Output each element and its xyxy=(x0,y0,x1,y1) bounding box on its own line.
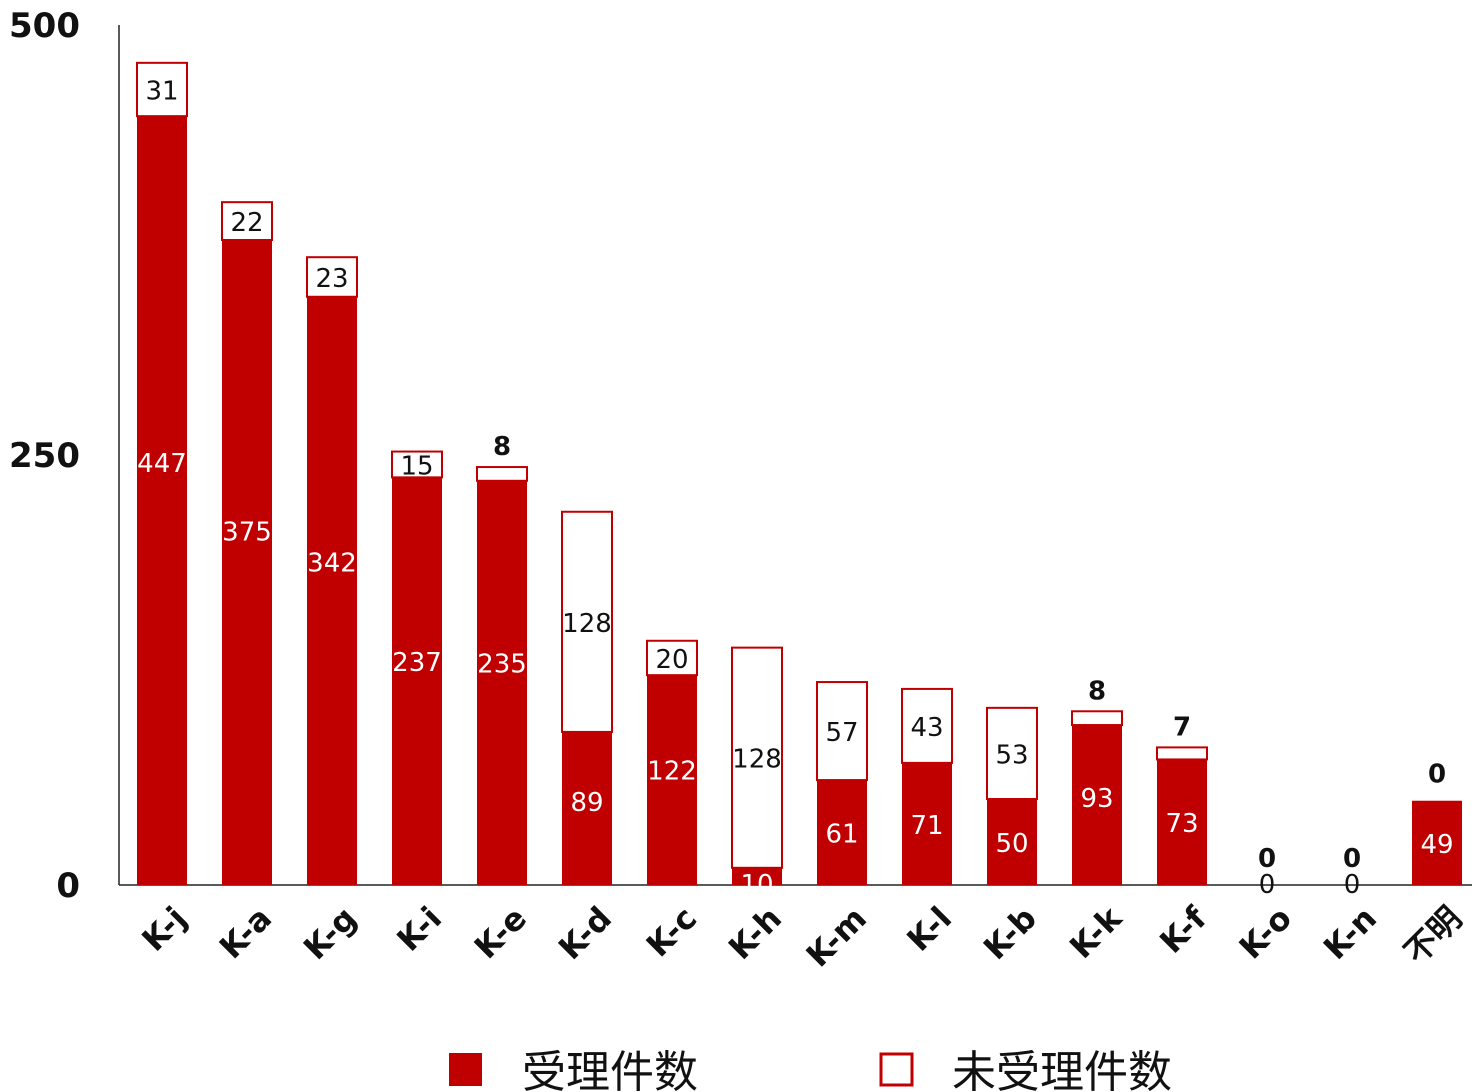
bar-accepted xyxy=(137,116,187,885)
legend-label-accepted: 受理件数 xyxy=(522,1047,698,1092)
bar-accepted xyxy=(902,762,952,885)
data-label-accepted: 122 xyxy=(647,757,697,787)
x-tick-label: K-m xyxy=(799,899,874,974)
x-tick-label: K-j xyxy=(134,899,194,959)
bar-accepted xyxy=(477,480,527,885)
bars: 447 31 375 22 342 23 237 15 235 8 89 128 122 20 10 128 6… xyxy=(136,61,1462,900)
x-tick-label: K-a xyxy=(212,899,279,966)
data-label-accepted: 71 xyxy=(910,811,943,841)
data-label-not-accepted: 0 xyxy=(1343,844,1361,874)
data-label-accepted: 0 xyxy=(1344,870,1361,900)
data-label-not-accepted: 128 xyxy=(562,609,612,639)
y-tick-label: 250 xyxy=(9,436,80,476)
bar-not-accepted xyxy=(1071,710,1123,727)
data-label-not-accepted: 43 xyxy=(910,713,943,743)
data-label-not-accepted: 8 xyxy=(493,432,511,462)
bar-not-accepted xyxy=(816,681,868,782)
data-label-not-accepted: 23 xyxy=(315,264,348,294)
x-tick-label: K-l xyxy=(899,899,959,959)
bar-not-accepted xyxy=(136,61,188,118)
x-tick-label: K-o xyxy=(1232,899,1299,966)
x-tick-label: K-d xyxy=(551,899,619,967)
bar-not-accepted xyxy=(986,706,1038,801)
data-label-not-accepted: 53 xyxy=(995,740,1028,770)
data-label-accepted: 342 xyxy=(307,548,357,578)
data-label-not-accepted: 8 xyxy=(1088,676,1106,706)
legend-label-not-accepted: 未受理件数 xyxy=(952,1047,1172,1092)
data-label-not-accepted: 128 xyxy=(732,745,782,775)
data-label-not-accepted: 20 xyxy=(655,645,688,675)
bar-accepted xyxy=(1072,725,1122,885)
bar-not-accepted xyxy=(561,510,613,733)
x-tick-labels: K-j K-a K-g K-i K-e K-d K-c K-h K-m K-l K-b K-k K-f K… xyxy=(134,898,1469,974)
bar-not-accepted xyxy=(731,646,783,869)
data-label-accepted: 375 xyxy=(222,517,272,547)
data-label-accepted: 235 xyxy=(477,650,527,680)
bar-accepted xyxy=(817,780,867,885)
data-label-not-accepted: 0 xyxy=(1258,844,1276,874)
legend: 受理件数 未受理件数 xyxy=(449,1047,1172,1092)
x-tick-label: K-b xyxy=(976,899,1044,967)
legend-swatch-filled xyxy=(449,1053,482,1086)
x-tick-label: K-k xyxy=(1062,899,1129,966)
data-label-accepted: 10 xyxy=(740,870,773,900)
bar-accepted xyxy=(1412,800,1462,885)
y-tick-label: 500 xyxy=(9,6,80,46)
data-label-accepted: 447 xyxy=(137,449,187,479)
x-tick-label: K-c xyxy=(639,899,704,964)
bar-accepted xyxy=(307,296,357,885)
bar-not-accepted xyxy=(1156,746,1208,761)
data-label-accepted: 49 xyxy=(1420,830,1453,860)
y-tick-labels: 0 250 500 xyxy=(9,6,80,906)
data-label-not-accepted: 0 xyxy=(1428,760,1446,790)
data-label-not-accepted: 57 xyxy=(825,718,858,748)
bar-not-accepted xyxy=(391,450,443,479)
data-label-accepted: 237 xyxy=(392,648,442,678)
x-tick-label: K-g xyxy=(296,899,364,967)
y-tick-label: 0 xyxy=(56,866,80,906)
bar-accepted xyxy=(392,477,442,885)
data-label-not-accepted: 7 xyxy=(1173,712,1191,742)
data-label-accepted: 50 xyxy=(995,829,1028,859)
bar-not-accepted xyxy=(221,201,273,242)
bar-accepted xyxy=(1157,759,1207,885)
bar-not-accepted xyxy=(901,687,953,764)
data-label-accepted: 89 xyxy=(570,788,603,818)
data-label-not-accepted: 22 xyxy=(230,208,263,238)
bar-not-accepted xyxy=(306,256,358,298)
bar-accepted xyxy=(732,867,782,885)
data-label-not-accepted: 31 xyxy=(145,77,178,107)
data-label-accepted: 0 xyxy=(1259,870,1276,900)
bar-accepted xyxy=(647,675,697,885)
data-label-accepted: 73 xyxy=(1165,809,1198,839)
bar-accepted xyxy=(222,240,272,885)
bar-accepted xyxy=(987,799,1037,885)
x-tick-label: K-i xyxy=(389,899,449,959)
x-tick-label: 不明 xyxy=(1397,899,1469,971)
x-tick-label: K-n xyxy=(1316,899,1384,967)
bar-not-accepted xyxy=(646,639,698,677)
x-tick-label: K-e xyxy=(467,899,534,966)
bar-not-accepted xyxy=(476,466,528,482)
data-label-accepted: 93 xyxy=(1080,784,1113,814)
data-label-accepted: 61 xyxy=(825,820,858,850)
x-tick-label: K-h xyxy=(721,899,789,967)
legend-swatch-outline xyxy=(879,1052,914,1087)
x-tick-label: K-f xyxy=(1152,898,1214,960)
data-label-not-accepted: 15 xyxy=(400,451,433,481)
bar-accepted xyxy=(562,731,612,885)
